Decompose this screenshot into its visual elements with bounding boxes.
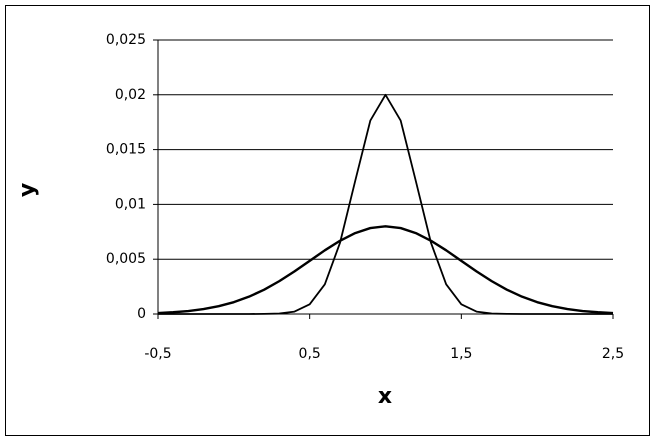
- y-tick-label: 0: [137, 306, 146, 322]
- x-axis-title: x: [378, 384, 392, 409]
- line-series: [157, 225, 614, 315]
- y-axis-title: y: [15, 183, 40, 197]
- line-series: [158, 93, 613, 315]
- x-tick-label: 2,5: [602, 346, 624, 362]
- x-tick-label: 0,5: [299, 346, 321, 362]
- y-tick-label: 0,02: [115, 87, 146, 103]
- x-tick-label: 1,5: [450, 346, 472, 362]
- y-tick-label: 0,005: [106, 251, 146, 267]
- y-tick-label: 0,01: [115, 196, 146, 212]
- chart-border: [5, 5, 650, 436]
- y-tick-label: 0,015: [106, 142, 146, 158]
- x-tick-label: -0,5: [144, 346, 171, 362]
- y-tick-label: 0,025: [106, 32, 146, 48]
